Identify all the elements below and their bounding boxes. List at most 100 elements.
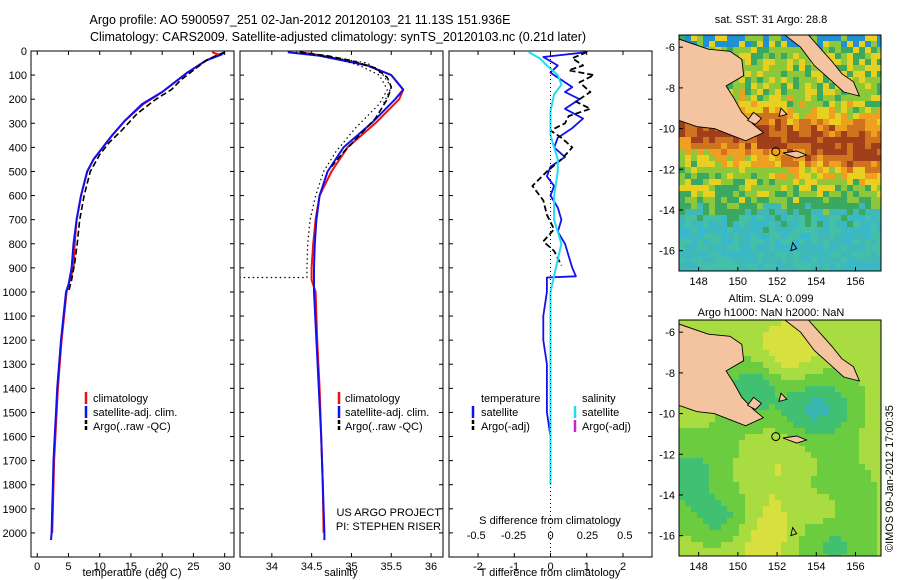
sal-series-argo-raw-qc	[299, 51, 393, 168]
sla-cell	[793, 410, 799, 416]
sla-cell	[823, 548, 829, 554]
sst-cell	[841, 197, 847, 203]
sst-cell	[835, 35, 841, 41]
sla-cell	[679, 464, 685, 470]
sla-cell	[829, 470, 835, 476]
sst-cell	[817, 239, 823, 245]
sla-cell	[799, 374, 805, 380]
sla-cell	[739, 494, 745, 500]
sla-cell	[871, 380, 877, 386]
sla-cell	[691, 476, 697, 482]
sst-cell	[877, 119, 881, 125]
sla-cell	[739, 488, 745, 494]
sla-cell	[829, 410, 835, 416]
sla-cell	[823, 452, 829, 458]
sst-cell	[697, 149, 703, 155]
sst-cell	[691, 179, 697, 185]
sst-cell	[787, 269, 793, 271]
sla-cell	[781, 428, 787, 434]
sst-cell	[823, 173, 829, 179]
sst-cell	[841, 95, 847, 101]
sla-cell	[685, 422, 691, 428]
sst-cell	[823, 215, 829, 221]
sst-cell	[757, 101, 763, 107]
sst-cell	[751, 257, 757, 263]
sla-cell	[745, 518, 751, 524]
sla-cell	[865, 440, 871, 446]
sla-cell	[715, 470, 721, 476]
sla-cell	[697, 416, 703, 422]
sla-cell	[835, 482, 841, 488]
sst_map-xtick-label-148: 148	[689, 276, 707, 288]
sla-cell	[769, 356, 775, 362]
sla-cell	[811, 506, 817, 512]
sla-cell	[697, 470, 703, 476]
sst-cell	[751, 137, 757, 143]
sla-cell	[853, 524, 859, 530]
sst-cell	[817, 71, 823, 77]
sla-cell	[859, 392, 865, 398]
sst-cell	[847, 95, 853, 101]
sst-cell	[697, 173, 703, 179]
sst-cell	[679, 245, 685, 251]
sla-cell	[751, 362, 757, 368]
sst-cell	[817, 107, 823, 113]
sst-cell	[859, 251, 865, 257]
sla-cell	[817, 410, 823, 416]
sst-cell	[763, 179, 769, 185]
sst-cell	[787, 113, 793, 119]
sst-cell	[763, 191, 769, 197]
sla-cell	[853, 320, 859, 326]
sla-cell	[775, 470, 781, 476]
sla-cell	[793, 500, 799, 506]
sst_map-xtick-label-154: 154	[807, 276, 825, 288]
sla-cell	[745, 332, 751, 338]
temp-ytick-label-300: 300	[9, 118, 27, 130]
sst-cell	[709, 137, 715, 143]
sla-cell	[721, 476, 727, 482]
sst-cell	[691, 251, 697, 257]
sla_map-field	[679, 320, 881, 556]
sst-cell	[739, 227, 745, 233]
sst-cell	[763, 161, 769, 167]
sst-cell	[721, 161, 727, 167]
sla-cell	[685, 482, 691, 488]
sla-cell	[739, 422, 745, 428]
sla-cell	[763, 506, 769, 512]
sla-cell	[829, 512, 835, 518]
sla-cell	[721, 542, 727, 548]
sst-cell	[865, 113, 871, 119]
sst-cell	[757, 221, 763, 227]
sst-cell	[865, 59, 871, 65]
sst-cell	[751, 167, 757, 173]
sla-cell	[781, 380, 787, 386]
temp-series-group	[50, 51, 226, 541]
sla-cell	[805, 542, 811, 548]
sla-cell	[817, 506, 823, 512]
sla-cell	[775, 338, 781, 344]
sla-cell	[793, 422, 799, 428]
sst-cell	[823, 251, 829, 257]
sst-cell	[793, 227, 799, 233]
temp-ytick-label-1900: 1900	[3, 504, 27, 516]
sst-cell	[847, 113, 853, 119]
sla-cell	[835, 554, 841, 556]
sst-cell	[733, 149, 739, 155]
title-line-2: Climatology: CARS2009. Satellite-adjuste…	[90, 30, 586, 44]
sst-cell	[817, 209, 823, 215]
sst_map-ytick-label-16: -16	[659, 246, 675, 258]
sst-cell	[859, 119, 865, 125]
sla-cell	[835, 542, 841, 548]
sst-cell	[859, 65, 865, 71]
sst-cell	[679, 161, 685, 167]
sst-cell	[763, 173, 769, 179]
sla-cell	[697, 446, 703, 452]
sla-cell	[781, 512, 787, 518]
sla-cell	[871, 416, 877, 422]
sla-cell	[709, 536, 715, 542]
sst-cell	[787, 137, 793, 143]
sla-cell	[811, 374, 817, 380]
sla-cell	[817, 548, 823, 554]
sst-cell	[877, 227, 881, 233]
